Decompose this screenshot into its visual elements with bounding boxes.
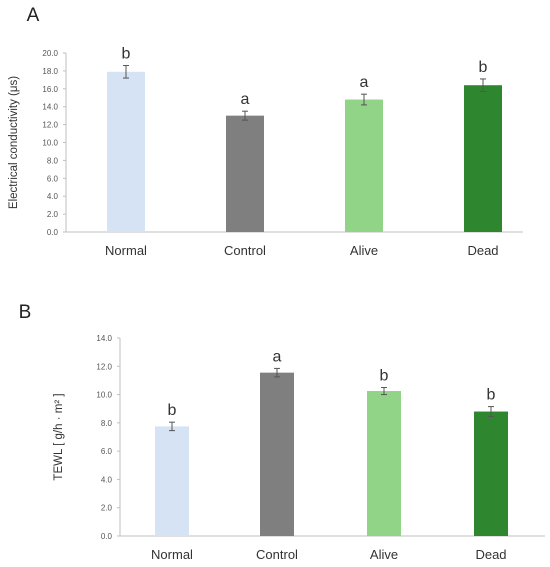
- chart-panel-a: A 0.0 2.0 4.0 6.0 8.0 10.0 12.0 14.0 16.0 18.0 20.0…: [8, 5, 523, 258]
- category-label: Dead: [475, 547, 506, 562]
- significance-letter: a: [360, 74, 369, 91]
- y-tick-label: 0.0: [101, 532, 113, 541]
- bar-normal: [155, 426, 189, 536]
- category-label: Alive: [350, 243, 378, 258]
- y-tick-label: 10.0: [96, 391, 112, 400]
- category-label: Normal: [105, 243, 147, 258]
- y-tick-label: 16.0: [42, 85, 58, 94]
- significance-letter: a: [273, 348, 282, 365]
- bar-dead: [464, 85, 502, 232]
- significance-letter: b: [479, 59, 488, 76]
- category-label: Dead: [467, 243, 498, 258]
- y-tick-label: 18.0: [42, 67, 58, 76]
- significance-letter: b: [380, 368, 389, 385]
- panel-letter: A: [27, 5, 40, 26]
- significance-letter: b: [122, 46, 131, 63]
- y-axis-title: Electrical conductivity (μs): [8, 76, 20, 209]
- category-label: Alive: [370, 547, 398, 562]
- bar-alive: [345, 99, 383, 232]
- category-label: Control: [256, 547, 298, 562]
- y-tick-label: 8.0: [47, 156, 59, 165]
- bar-control: [226, 115, 264, 232]
- y-tick-label: 12.0: [42, 121, 58, 130]
- bar-dead: [474, 411, 508, 536]
- chart-panel-b: B 0.0 2.0 4.0 6.0 8.0 10.0 12.0 14.0 TEWL [ g/h ·…: [19, 302, 545, 562]
- significance-letter: b: [487, 387, 496, 404]
- category-label: Normal: [151, 547, 193, 562]
- y-tick-label: 6.0: [101, 447, 113, 456]
- category-label: Control: [224, 243, 266, 258]
- y-tick-label: 14.0: [42, 103, 58, 112]
- y-tick-label: 2.0: [47, 210, 59, 219]
- bar-alive: [367, 391, 401, 536]
- y-tick-label: 8.0: [101, 419, 113, 428]
- y-axis-title: TEWL [ g/h · m² ]: [53, 393, 65, 480]
- y-tick-label: 20.0: [42, 49, 58, 58]
- y-tick-label: 14.0: [96, 334, 112, 343]
- y-tick-label: 4.0: [47, 192, 59, 201]
- y-tick-label: 2.0: [101, 504, 113, 513]
- y-tick-label: 12.0: [96, 362, 112, 371]
- bar-control: [260, 372, 294, 536]
- significance-letter: a: [241, 91, 250, 108]
- y-tick-label: 10.0: [42, 139, 58, 148]
- y-tick-label: 0.0: [47, 228, 59, 237]
- y-tick-label: 6.0: [47, 174, 59, 183]
- bar-normal: [107, 71, 145, 232]
- significance-letter: b: [168, 402, 177, 419]
- panel-letter: B: [19, 302, 32, 323]
- y-tick-label: 4.0: [101, 475, 113, 484]
